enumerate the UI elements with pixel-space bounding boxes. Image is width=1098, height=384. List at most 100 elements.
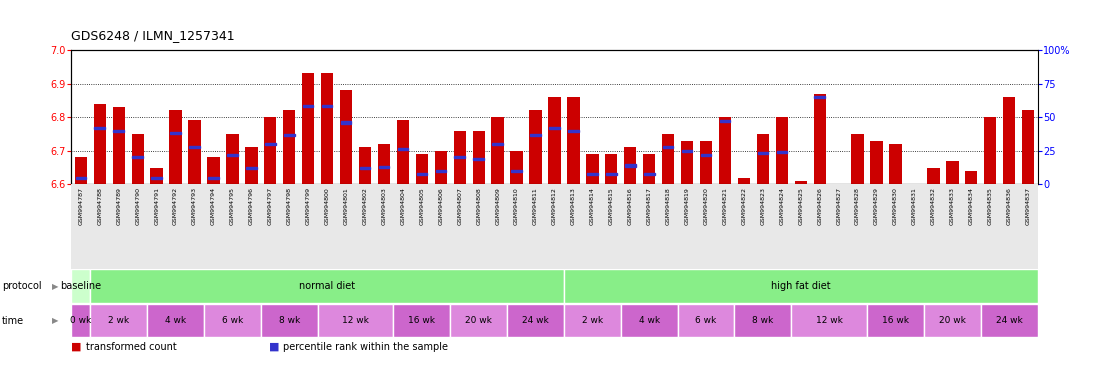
Bar xyxy=(113,107,125,184)
Text: GSM994799: GSM994799 xyxy=(305,187,311,225)
Text: GSM994808: GSM994808 xyxy=(477,187,481,225)
Bar xyxy=(682,150,693,152)
Text: percentile rank within the sample: percentile rank within the sample xyxy=(283,342,448,352)
Bar xyxy=(321,73,334,184)
Bar xyxy=(322,105,333,108)
Bar xyxy=(624,147,637,184)
Text: GSM994834: GSM994834 xyxy=(968,187,974,225)
Bar xyxy=(549,127,560,129)
Text: time: time xyxy=(2,316,24,326)
Bar xyxy=(436,170,446,172)
Bar xyxy=(757,134,769,184)
Text: 2 wk: 2 wk xyxy=(582,316,603,325)
Text: 0 wk: 0 wk xyxy=(70,316,91,325)
Text: normal diet: normal diet xyxy=(299,281,355,291)
Bar xyxy=(775,117,788,184)
Bar xyxy=(606,172,617,175)
Text: GSM994833: GSM994833 xyxy=(950,187,955,225)
Text: GDS6248 / ILMN_1257341: GDS6248 / ILMN_1257341 xyxy=(71,29,235,42)
Text: protocol: protocol xyxy=(2,281,42,291)
Bar xyxy=(265,117,277,184)
Bar xyxy=(283,110,295,184)
Text: 16 wk: 16 wk xyxy=(882,316,909,325)
Bar xyxy=(889,144,901,184)
Text: 4 wk: 4 wk xyxy=(165,316,187,325)
Text: GSM994825: GSM994825 xyxy=(798,187,804,225)
Bar xyxy=(677,304,735,337)
Bar xyxy=(340,90,352,184)
Text: GSM994800: GSM994800 xyxy=(325,187,329,225)
Text: GSM994817: GSM994817 xyxy=(647,187,652,225)
Bar xyxy=(455,156,466,159)
Text: GSM994810: GSM994810 xyxy=(514,187,519,225)
Bar xyxy=(719,120,730,122)
Bar xyxy=(1022,110,1034,184)
Bar xyxy=(265,143,276,145)
Bar xyxy=(90,270,564,303)
Text: GSM994823: GSM994823 xyxy=(761,187,765,225)
Bar xyxy=(643,172,654,175)
Text: GSM994790: GSM994790 xyxy=(135,187,141,225)
Text: GSM994807: GSM994807 xyxy=(457,187,462,225)
Text: GSM994803: GSM994803 xyxy=(381,187,386,225)
Text: 4 wk: 4 wk xyxy=(639,316,660,325)
Bar xyxy=(564,304,620,337)
Bar xyxy=(568,129,579,132)
Bar xyxy=(208,157,220,184)
Text: GSM994822: GSM994822 xyxy=(741,187,747,225)
Bar xyxy=(681,141,693,184)
Bar xyxy=(529,110,541,184)
Bar xyxy=(511,151,523,184)
Bar xyxy=(984,117,996,184)
Bar xyxy=(90,304,147,337)
Text: 24 wk: 24 wk xyxy=(523,316,549,325)
Bar xyxy=(795,181,807,184)
Bar xyxy=(396,121,410,184)
Bar xyxy=(946,161,959,184)
Bar xyxy=(133,156,143,159)
Bar xyxy=(871,141,883,184)
Bar xyxy=(378,144,390,184)
Bar xyxy=(586,154,598,184)
Bar xyxy=(340,121,351,124)
Bar xyxy=(71,304,90,337)
Bar xyxy=(625,164,636,167)
Bar xyxy=(564,270,1038,303)
Bar xyxy=(643,154,656,184)
Text: GSM994837: GSM994837 xyxy=(1026,187,1031,225)
Text: GSM994798: GSM994798 xyxy=(287,187,292,225)
Bar xyxy=(416,172,427,175)
Bar xyxy=(152,177,161,179)
Text: GSM994832: GSM994832 xyxy=(931,187,935,225)
Text: high fat diet: high fat diet xyxy=(771,281,830,291)
Text: ▶: ▶ xyxy=(52,281,58,291)
Text: 20 wk: 20 wk xyxy=(939,316,966,325)
Text: GSM994795: GSM994795 xyxy=(229,187,235,225)
Bar xyxy=(832,184,844,295)
Text: GSM994818: GSM994818 xyxy=(665,187,671,225)
Bar xyxy=(492,143,503,145)
Text: GSM994816: GSM994816 xyxy=(628,187,632,225)
Bar xyxy=(815,96,825,98)
Bar xyxy=(927,167,940,184)
Bar xyxy=(568,97,580,184)
Bar xyxy=(453,131,466,184)
Text: GSM994827: GSM994827 xyxy=(837,187,841,225)
Text: 6 wk: 6 wk xyxy=(695,316,717,325)
Text: GSM994792: GSM994792 xyxy=(173,187,178,225)
Text: GSM994796: GSM994796 xyxy=(249,187,254,225)
Bar xyxy=(663,146,673,148)
Text: GSM994828: GSM994828 xyxy=(855,187,860,225)
Text: 12 wk: 12 wk xyxy=(816,316,842,325)
Text: 8 wk: 8 wk xyxy=(279,316,300,325)
Bar xyxy=(113,129,124,132)
Bar xyxy=(908,184,920,262)
Bar xyxy=(284,134,294,136)
Bar xyxy=(303,105,314,108)
Bar xyxy=(776,151,787,153)
Bar xyxy=(792,304,867,337)
Bar xyxy=(189,121,201,184)
Text: 20 wk: 20 wk xyxy=(466,316,492,325)
Text: GSM994797: GSM994797 xyxy=(268,187,272,225)
Bar xyxy=(758,152,769,154)
